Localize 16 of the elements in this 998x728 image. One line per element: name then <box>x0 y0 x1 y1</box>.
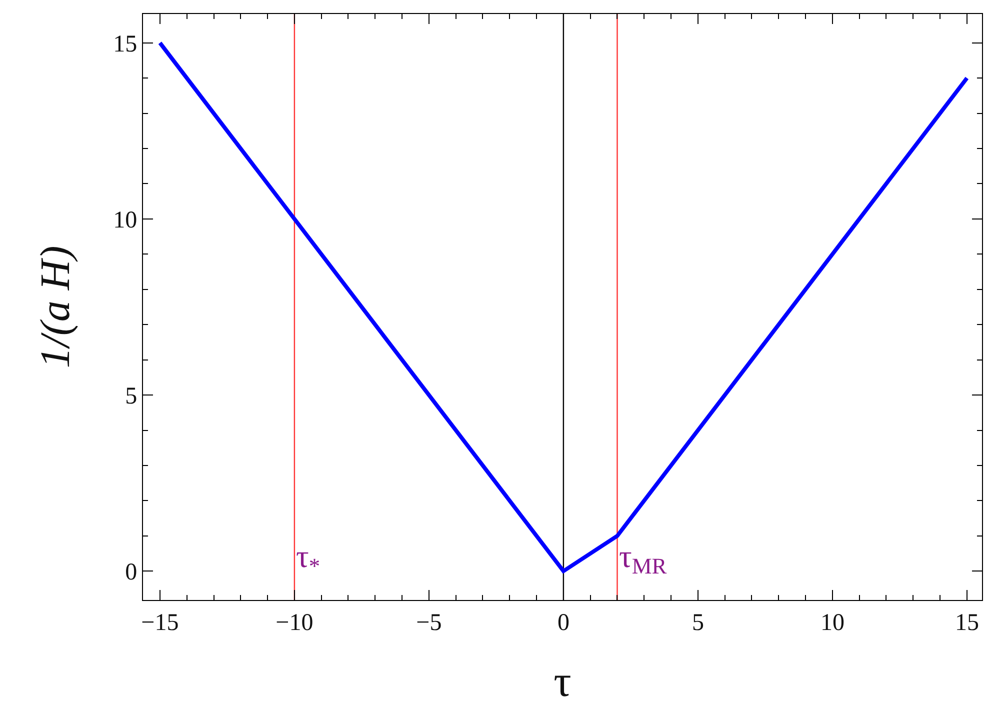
ref-line-label: τ$_{MR}$ <box>619 538 667 579</box>
x-tick-label: 5 <box>692 610 704 636</box>
x-tick-label: 10 <box>820 610 844 636</box>
y-tick-label: 15 <box>113 31 138 58</box>
x-axis-title: τ <box>554 657 572 706</box>
x-tick-label: −5 <box>416 610 442 636</box>
line-series <box>158 40 969 574</box>
y-tick-label: 10 <box>113 207 138 234</box>
x-tick-label: 15 <box>954 610 979 636</box>
y-tick-label: 0 <box>125 560 138 586</box>
x-tick-label: 0 <box>557 610 570 636</box>
y-axis-title: 1/(a H) <box>32 246 79 368</box>
x-tick-label: −10 <box>276 610 314 636</box>
y-tick-label: 5 <box>125 383 138 410</box>
ref-line-label: τ$_{*}$ <box>296 538 320 579</box>
x-tick-label: −15 <box>141 610 179 636</box>
